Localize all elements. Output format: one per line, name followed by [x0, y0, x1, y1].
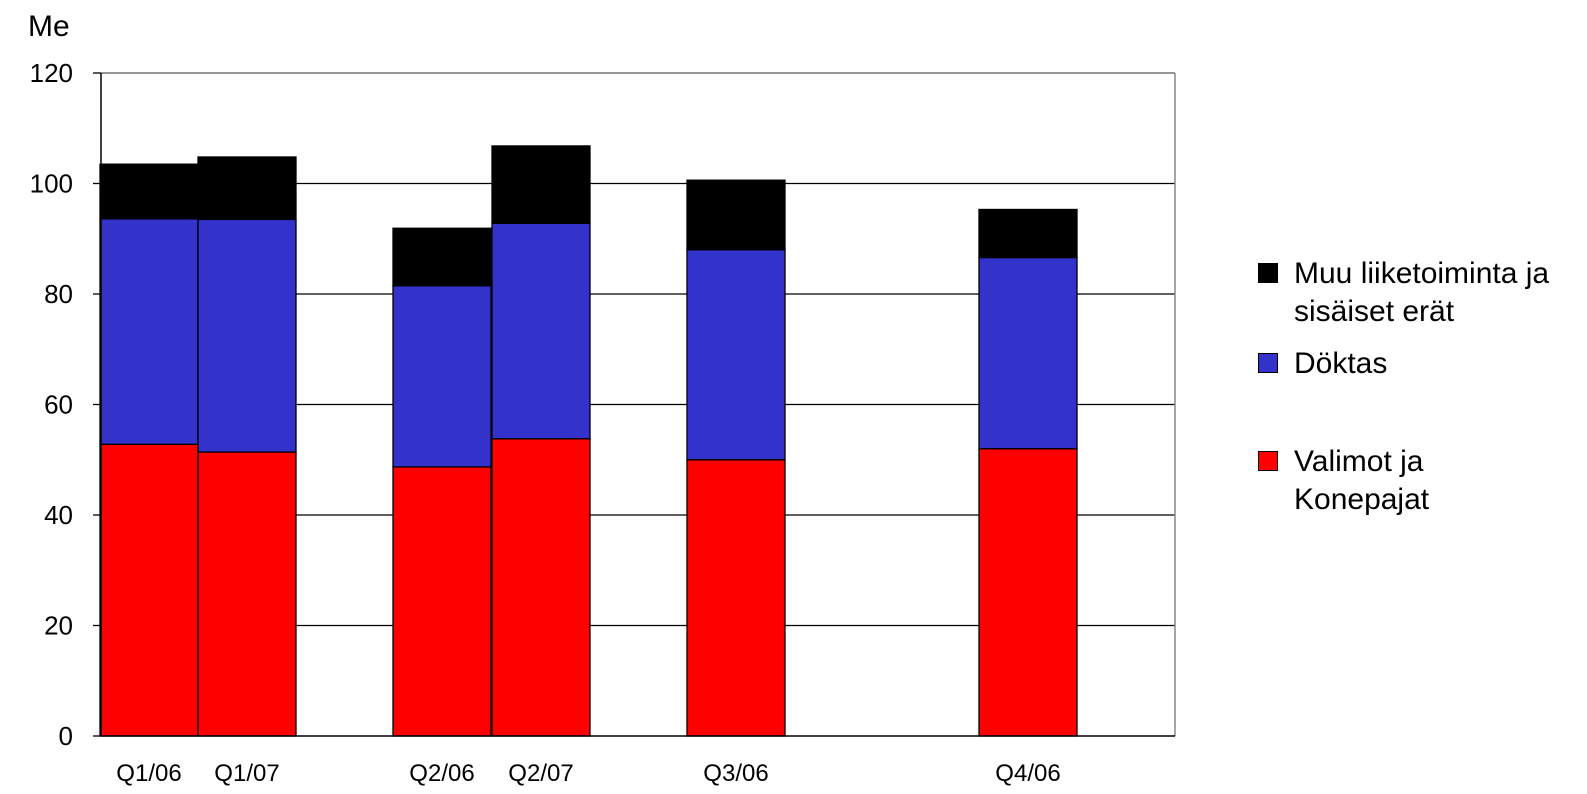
y-tick-label-100: 100 — [30, 169, 73, 199]
y-tick-label-60: 60 — [44, 390, 73, 420]
bar-Q3-06-series-1 — [686, 249, 786, 461]
axes — [100, 72, 1176, 737]
y-tick-label-20: 20 — [44, 611, 73, 641]
bar-Q2-07-series-0 — [491, 438, 591, 737]
bar-Q2-06-series-2 — [392, 227, 492, 287]
y-tick-label-120: 120 — [30, 58, 73, 88]
legend-swatch-valimot — [1258, 451, 1278, 471]
bar-Q2-06-series-0 — [392, 466, 492, 737]
y-tick-labels: 0 20 40 60 80 100 120 — [30, 58, 73, 751]
legend: Muu liiketoiminta ja sisäiset erät Dökta… — [1258, 255, 1578, 519]
bar-Q1-06-series-2 — [99, 163, 199, 220]
bar-Q1-06-series-0 — [99, 443, 199, 737]
legend-item-doktas: Döktas — [1258, 345, 1578, 383]
bar-Q1-07-series-0 — [197, 451, 297, 737]
legend-item-muu: Muu liiketoiminta ja sisäiset erät — [1258, 255, 1578, 331]
bars — [99, 145, 1078, 737]
bar-Q1-07-series-2 — [197, 156, 297, 221]
legend-swatch-muu — [1258, 263, 1278, 283]
y-tick-label-40: 40 — [44, 500, 73, 530]
legend-swatch-doktas — [1258, 353, 1278, 373]
bar-Q1-07-series-1 — [197, 218, 297, 453]
legend-label-valimot: Valimot ja Konepajat — [1294, 445, 1430, 516]
y-tick-label-0: 0 — [59, 721, 73, 751]
legend-label-muu: Muu liiketoiminta ja sisäiset erät — [1294, 257, 1550, 328]
x-tick-label-Q1-06: Q1/06 — [116, 760, 181, 787]
x-tick-label-Q4-06: Q4/06 — [995, 760, 1060, 787]
bar-Q4-06-series-2 — [978, 208, 1078, 259]
x-tick-label-Q2-06: Q2/06 — [409, 760, 474, 787]
legend-label-doktas: Döktas — [1294, 347, 1388, 380]
y-tick-label-80: 80 — [44, 279, 73, 309]
bar-Q4-06-series-1 — [978, 256, 1078, 450]
x-tick-labels: Q1/06 Q1/07 Q2/06 Q2/07 Q3/06 Q4/06 — [116, 760, 1060, 787]
bar-Q2-06-series-1 — [392, 285, 492, 468]
bar-Q4-06-series-0 — [978, 448, 1078, 737]
bar-Q2-07-series-2 — [491, 145, 591, 224]
bar-Q2-07-series-1 — [491, 222, 591, 440]
bar-Q3-06-series-2 — [686, 179, 786, 251]
x-tick-label-Q2-07: Q2/07 — [508, 760, 573, 787]
x-tick-label-Q1-07: Q1/07 — [214, 760, 279, 787]
bar-Q3-06-series-0 — [686, 459, 786, 737]
y-axis-label: Me — [28, 10, 70, 43]
legend-item-valimot: Valimot ja Konepajat — [1258, 443, 1578, 519]
bar-Q1-06-series-1 — [99, 218, 199, 445]
x-tick-label-Q3-06: Q3/06 — [703, 760, 768, 787]
